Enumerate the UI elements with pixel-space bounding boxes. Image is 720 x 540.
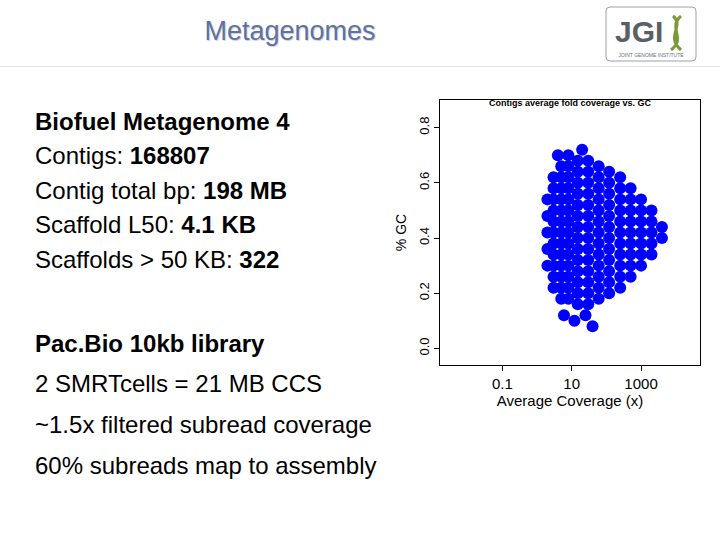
svg-text:0.1: 0.1	[492, 375, 513, 392]
svg-text:0.2: 0.2	[417, 282, 432, 300]
svg-text:JGI: JGI	[615, 15, 663, 48]
svg-text:Average Coverage (x): Average Coverage (x)	[497, 392, 643, 409]
html-text:Contig total bp: 198 MB: Contig total bp: 198 MB	[35, 176, 288, 204]
svg-text:% GC: % GC	[393, 214, 409, 251]
svg-text:0.4: 0.4	[417, 227, 432, 245]
svg-text:0.6: 0.6	[417, 172, 432, 190]
html-text:Scaffold L50: 4.1 KB: Scaffold L50: 4.1 KB	[35, 211, 256, 238]
svg-text:10: 10	[563, 375, 580, 392]
html-text:Metagenomes: Metagenomes	[204, 16, 376, 46]
svg-text:JOINT GENOME INSTITUTE: JOINT GENOME INSTITUTE	[618, 52, 684, 58]
svg-text:0.8: 0.8	[417, 117, 432, 135]
html-text:~1.5x filtered subread coverag: ~1.5x filtered subread coverage	[35, 411, 372, 438]
svg-text:Contigs average fold coverage: Contigs average fold coverage vs. GC	[489, 98, 652, 108]
svg-text:1000: 1000	[624, 375, 657, 392]
svg-text:0.0: 0.0	[417, 337, 432, 355]
html-text:2 SMRTcells = 21 MB CCS: 2 SMRTcells = 21 MB CCS	[35, 370, 322, 397]
html-text:Contigs: 168807: Contigs: 168807	[35, 142, 210, 169]
html-text:60% subreads map to assembly: 60% subreads map to assembly	[35, 452, 377, 479]
html-text:Biofuel Metagenome 4: Biofuel Metagenome 4	[35, 108, 290, 135]
html-text:Pac.Bio 10kb library: Pac.Bio 10kb library	[35, 330, 265, 357]
html-text:Scaffolds > 50 KB: 322: Scaffolds > 50 KB: 322	[35, 245, 280, 273]
